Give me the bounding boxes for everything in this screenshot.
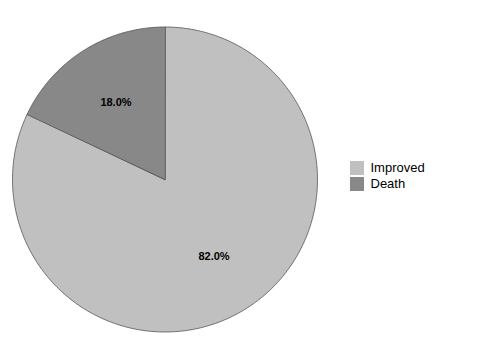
html-text:Improved: Improved [370, 160, 425, 176]
svg-text:82.0%: 82.0% [198, 250, 229, 262]
html-text:Death: Death [370, 176, 406, 192]
svg-text:18.0%: 18.0% [100, 96, 131, 108]
